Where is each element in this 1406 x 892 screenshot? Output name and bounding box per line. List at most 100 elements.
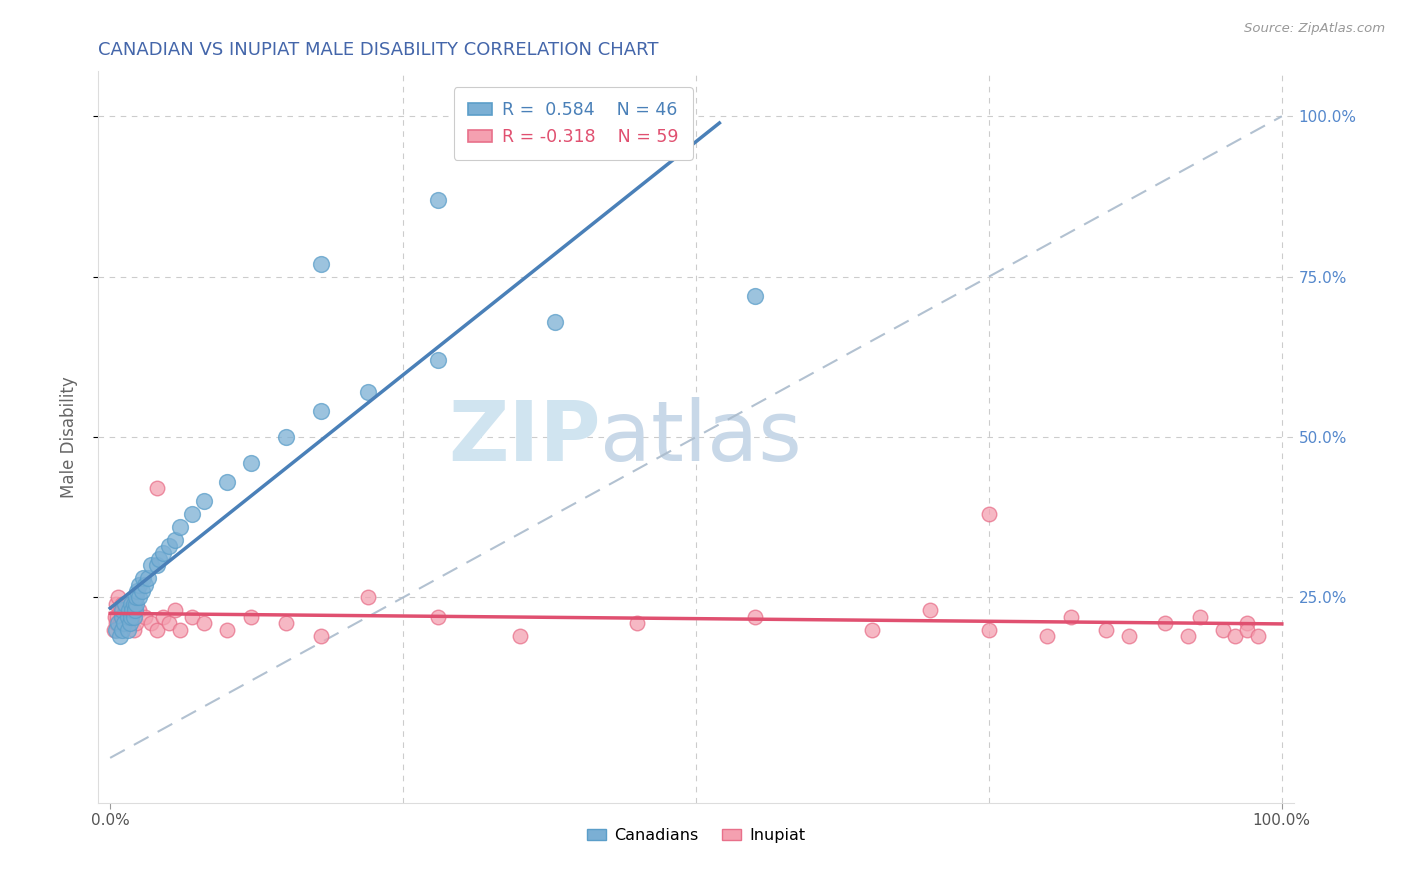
Point (132, 571, 155, 585)
Point (122, 609, 145, 624)
Text: atlas: atlas (600, 397, 801, 477)
Point (125, 616, 148, 631)
Point (239, 609, 262, 624)
Point (120, 597, 142, 611)
Point (157, 539, 180, 553)
Point (118, 603, 141, 617)
Point (108, 603, 131, 617)
Point (217, 623, 239, 637)
Point (122, 609, 145, 624)
Point (1118, 629, 1140, 643)
Point (111, 597, 134, 611)
Point (112, 597, 135, 611)
Point (309, 629, 332, 643)
Point (744, 609, 766, 624)
Point (128, 577, 150, 591)
Point (111, 603, 134, 617)
Y-axis label: Male Disability: Male Disability (59, 376, 77, 498)
Point (111, 623, 134, 637)
Point (544, 315, 567, 329)
Point (1212, 623, 1234, 637)
Point (121, 603, 143, 617)
Point (141, 558, 163, 573)
Point (125, 591, 148, 605)
Point (108, 616, 131, 631)
Point (107, 616, 129, 631)
Point (122, 623, 145, 637)
Point (114, 603, 136, 617)
Point (146, 558, 169, 573)
Point (1247, 629, 1270, 643)
Point (104, 609, 127, 624)
Point (128, 591, 150, 605)
Point (1060, 609, 1083, 624)
Point (134, 609, 156, 624)
Point (157, 616, 180, 631)
Point (120, 609, 142, 624)
Point (357, 385, 380, 400)
Point (920, 603, 942, 617)
Text: CANADIAN VS INUPIAT MALE DISABILITY CORRELATION CHART: CANADIAN VS INUPIAT MALE DISABILITY CORR… (98, 41, 659, 59)
Point (124, 603, 146, 617)
Point (427, 193, 450, 207)
Point (108, 629, 131, 643)
Point (309, 404, 332, 418)
Point (427, 353, 450, 368)
Point (105, 597, 128, 611)
Point (117, 609, 139, 624)
Text: Source: ZipAtlas.com: Source: ZipAtlas.com (1244, 22, 1385, 36)
Point (111, 603, 134, 617)
Point (1177, 629, 1199, 643)
Point (217, 475, 239, 489)
Point (163, 533, 186, 547)
Point (120, 616, 142, 631)
Point (105, 616, 128, 631)
Point (1036, 629, 1059, 643)
Point (357, 591, 380, 605)
Point (122, 597, 145, 611)
Point (120, 616, 141, 631)
Point (152, 609, 174, 624)
Point (117, 609, 139, 624)
Point (860, 623, 883, 637)
Point (112, 616, 135, 631)
Point (1223, 629, 1246, 643)
Legend: Canadians, Inupiat: Canadians, Inupiat (581, 822, 811, 850)
Point (105, 609, 128, 624)
Point (105, 623, 128, 637)
Point (128, 603, 150, 617)
Point (1236, 623, 1258, 637)
Point (141, 616, 163, 631)
Point (111, 609, 134, 624)
Point (112, 609, 135, 624)
Point (169, 520, 191, 534)
Point (152, 545, 174, 559)
Point (127, 584, 149, 599)
Point (1188, 609, 1211, 624)
Point (1153, 616, 1175, 631)
Point (146, 623, 169, 637)
Point (977, 507, 1000, 521)
Point (118, 603, 141, 617)
Point (117, 623, 139, 637)
Point (111, 616, 134, 631)
Point (274, 616, 297, 631)
Point (744, 289, 766, 303)
Point (181, 609, 204, 624)
Point (136, 571, 159, 585)
Point (544, 128, 567, 143)
Point (125, 597, 148, 611)
Point (193, 494, 215, 508)
Point (131, 584, 153, 599)
Text: ZIP: ZIP (449, 397, 600, 477)
Point (1095, 623, 1118, 637)
Point (193, 616, 215, 631)
Point (169, 623, 191, 637)
Point (239, 456, 262, 470)
Point (509, 629, 531, 643)
Point (103, 623, 125, 637)
Point (134, 577, 156, 591)
Point (114, 597, 136, 611)
Point (120, 609, 141, 624)
Point (115, 616, 138, 631)
